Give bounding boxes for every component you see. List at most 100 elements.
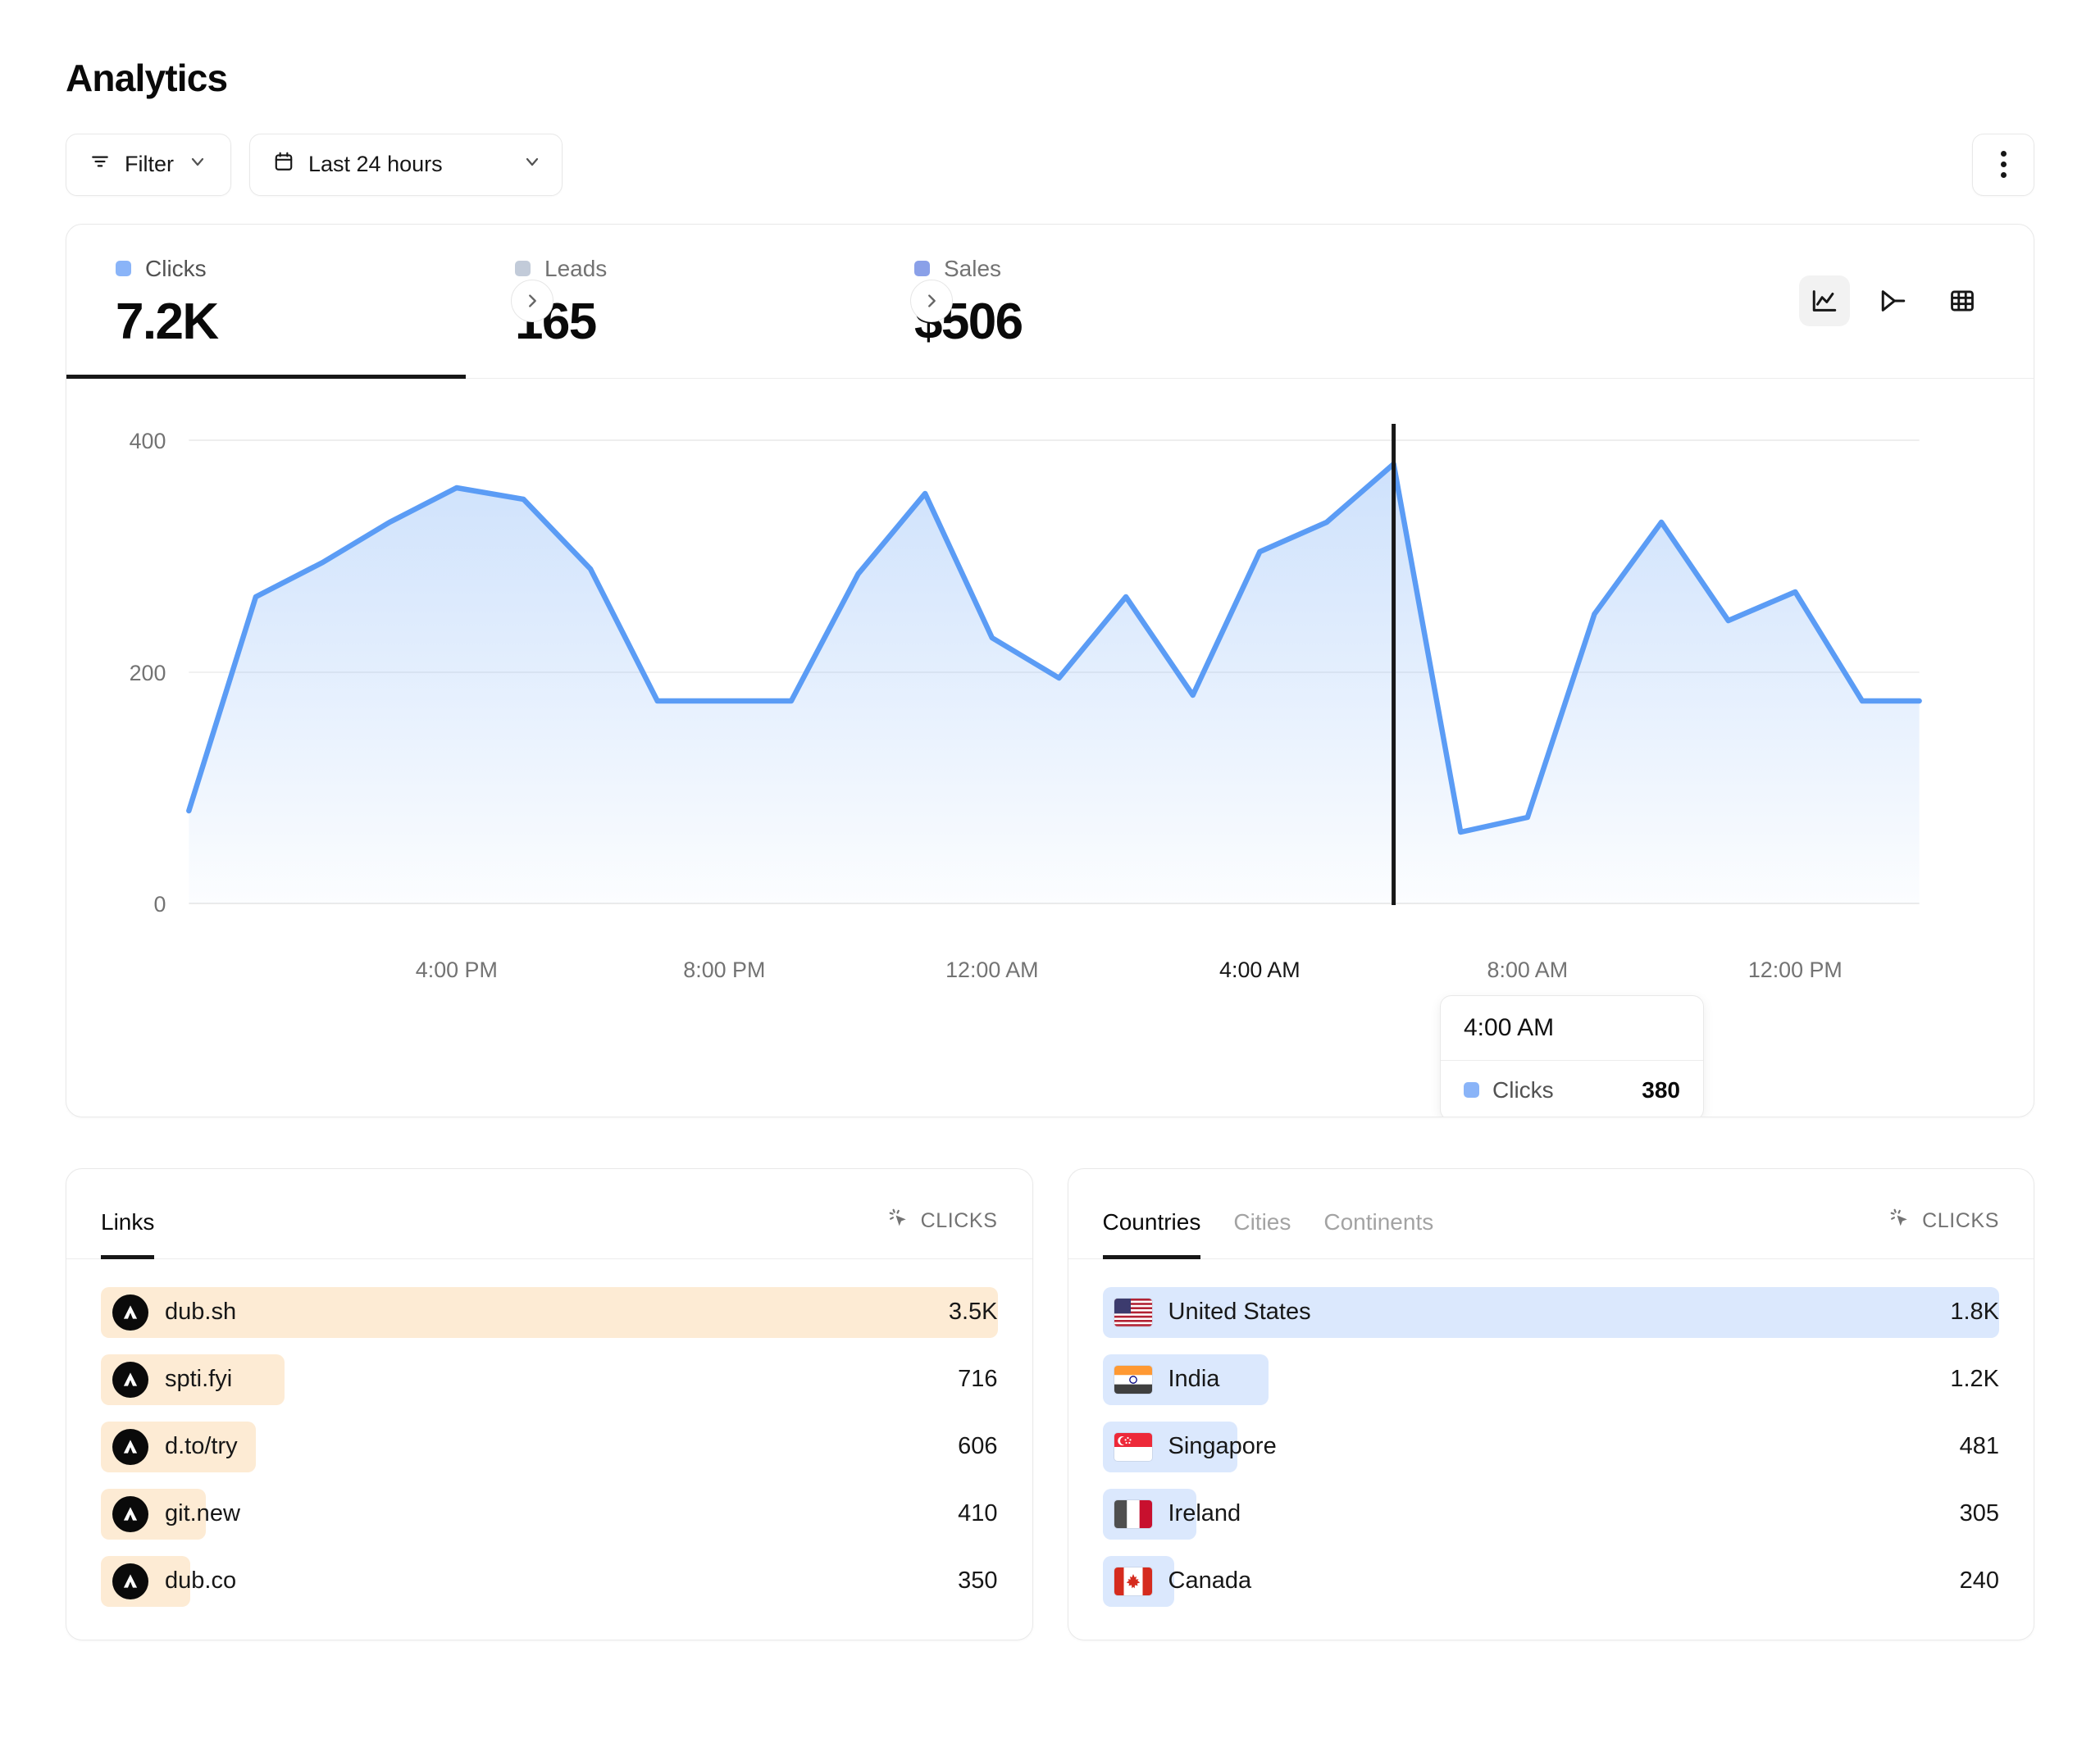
svg-text:8:00 AM: 8:00 AM: [1487, 957, 1569, 981]
kpi-next-arrow-leads[interactable]: [910, 280, 953, 323]
geo-rows: United States 1.8K: [1068, 1259, 2034, 1640]
link-avatar-icon: [112, 1361, 148, 1398]
link-avatar-icon: [112, 1294, 148, 1331]
toolbar: Filter Last 24 hours: [66, 133, 2034, 196]
svg-text:200: 200: [130, 660, 166, 685]
x-axis-tick-labels: 4:00 PM 8:00 PM 12:00 AM 4:00 AM 8:00 AM…: [416, 957, 1843, 981]
kpi-value: 165: [515, 293, 597, 350]
tooltip-time: 4:00 AM: [1441, 996, 1703, 1061]
country-label: Ireland: [1168, 1500, 1241, 1527]
sales-color-swatch: [914, 261, 930, 277]
view-toggle-group: [1799, 225, 2034, 378]
tab-countries[interactable]: Countries: [1102, 1209, 1200, 1260]
list-item[interactable]: git.new 410: [101, 1488, 998, 1540]
tab-links[interactable]: Links: [101, 1209, 155, 1260]
links-panel-header: Links CLICKS: [66, 1169, 1032, 1260]
link-label: git.new: [165, 1500, 240, 1527]
svg-text:8:00 PM: 8:00 PM: [683, 957, 765, 981]
svg-text:12:00 AM: 12:00 AM: [945, 957, 1038, 981]
list-item[interactable]: dub.co 350: [101, 1555, 998, 1607]
link-avatar-icon: [112, 1428, 148, 1465]
kpi-value: $506: [914, 293, 1023, 350]
links-metric-label: CLICKS: [920, 1208, 998, 1232]
flag-india-icon: [1114, 1365, 1152, 1394]
list-item[interactable]: spti.fyi 716: [101, 1354, 998, 1405]
country-label: United States: [1168, 1299, 1311, 1326]
more-options-button[interactable]: [1972, 133, 2034, 196]
svg-text:4:00 PM: 4:00 PM: [416, 957, 498, 981]
list-item[interactable]: United States 1.8K: [1102, 1286, 1999, 1338]
view-toggle-line-chart[interactable]: [1799, 275, 1850, 327]
geo-panel: Countries Cities Continents CLICKS: [1067, 1167, 2034, 1640]
filter-label: Filter: [125, 152, 174, 177]
kpi-head: Leads: [515, 256, 865, 282]
chevron-right-icon: [529, 294, 536, 307]
links-panel: Links CLICKS: [66, 1167, 1033, 1640]
kpi-tab-clicks[interactable]: Clicks 7.2K: [66, 225, 466, 379]
kpi-value: 7.2K: [116, 293, 219, 350]
tooltip-value: 380: [1642, 1076, 1680, 1103]
svg-text:400: 400: [130, 428, 166, 453]
link-value: 606: [958, 1433, 998, 1460]
list-item[interactable]: d.to/try 606: [101, 1421, 998, 1472]
bottom-panels: Links CLICKS: [66, 1167, 2034, 1640]
list-item[interactable]: dub.sh 3.5K: [101, 1286, 998, 1338]
link-label: dub.sh: [165, 1299, 237, 1326]
tooltip-row: Clicks 380: [1441, 1061, 1703, 1117]
geo-metric-selector[interactable]: CLICKS: [1888, 1207, 1999, 1258]
tab-cities[interactable]: Cities: [1233, 1208, 1291, 1235]
kpi-head: Clicks: [116, 256, 466, 282]
calendar-icon: [273, 151, 294, 178]
link-value: 410: [958, 1500, 998, 1527]
funnel-icon: [1881, 290, 1906, 312]
view-toggle-table[interactable]: [1937, 275, 1988, 326]
leads-color-swatch: [515, 261, 531, 277]
country-value: 1.8K: [1950, 1299, 1999, 1326]
tab-continents[interactable]: Continents: [1323, 1208, 1434, 1235]
kpi-label: Clicks: [145, 255, 207, 281]
view-toggle-funnel[interactable]: [1868, 275, 1919, 326]
filter-button[interactable]: Filter: [66, 133, 231, 196]
link-avatar-icon: [112, 1495, 148, 1532]
line-chart-icon: [1812, 290, 1837, 312]
kpi-head: Sales: [914, 256, 1264, 282]
flag-united-states-icon: [1114, 1298, 1152, 1326]
svg-text:0: 0: [153, 891, 166, 916]
date-range-label: Last 24 hours: [308, 152, 443, 177]
links-metric-selector[interactable]: CLICKS: [887, 1207, 998, 1258]
country-value: 1.2K: [1950, 1366, 1999, 1393]
area-fill: [189, 463, 1920, 903]
link-label: dub.co: [165, 1567, 237, 1595]
kpi-tabs: Clicks 7.2K Leads 165 Sales: [66, 225, 2034, 379]
flag-ireland-icon: [1114, 1499, 1152, 1528]
click-cursor-icon: [887, 1207, 910, 1235]
kpi-next-arrow-clicks[interactable]: [511, 280, 553, 323]
link-avatar-icon: [112, 1563, 148, 1599]
list-item[interactable]: Ireland 305: [1102, 1488, 1999, 1540]
flag-canada-icon: [1114, 1567, 1152, 1595]
kebab-menu-icon: [2000, 151, 2007, 179]
analytics-chart-card: Clicks 7.2K Leads 165 Sales: [66, 223, 2034, 1117]
kpi-label: Sales: [944, 255, 1002, 281]
list-item[interactable]: India 1.2K: [1102, 1354, 1999, 1405]
links-rows: dub.sh 3.5K spti.fyi 716: [66, 1259, 1032, 1640]
page-title: Analytics: [66, 57, 228, 99]
chevron-down-icon: [522, 152, 542, 177]
date-range-button[interactable]: Last 24 hours: [249, 133, 563, 196]
filter-icon: [89, 151, 111, 178]
tooltip-series-label: Clicks: [1492, 1076, 1554, 1103]
table-grid-icon: [1951, 290, 1974, 312]
link-value: 350: [958, 1567, 998, 1595]
link-label: d.to/try: [165, 1433, 238, 1460]
click-cursor-icon: [1888, 1207, 1911, 1235]
country-label: India: [1168, 1366, 1220, 1393]
list-item[interactable]: Canada 240: [1102, 1555, 1999, 1607]
country-value: 240: [1959, 1567, 1999, 1595]
clicks-area-chart: 400 200 0 4:00 PM 8:00 PM 12:00 AM 4:00 …: [66, 379, 2034, 1117]
list-item[interactable]: Singapore 481: [1102, 1421, 1999, 1472]
tooltip-color-swatch: [1464, 1082, 1479, 1099]
area-line: [186, 461, 1922, 835]
svg-text:4:00 AM: 4:00 AM: [1219, 957, 1301, 981]
country-value: 481: [1959, 1433, 1999, 1460]
